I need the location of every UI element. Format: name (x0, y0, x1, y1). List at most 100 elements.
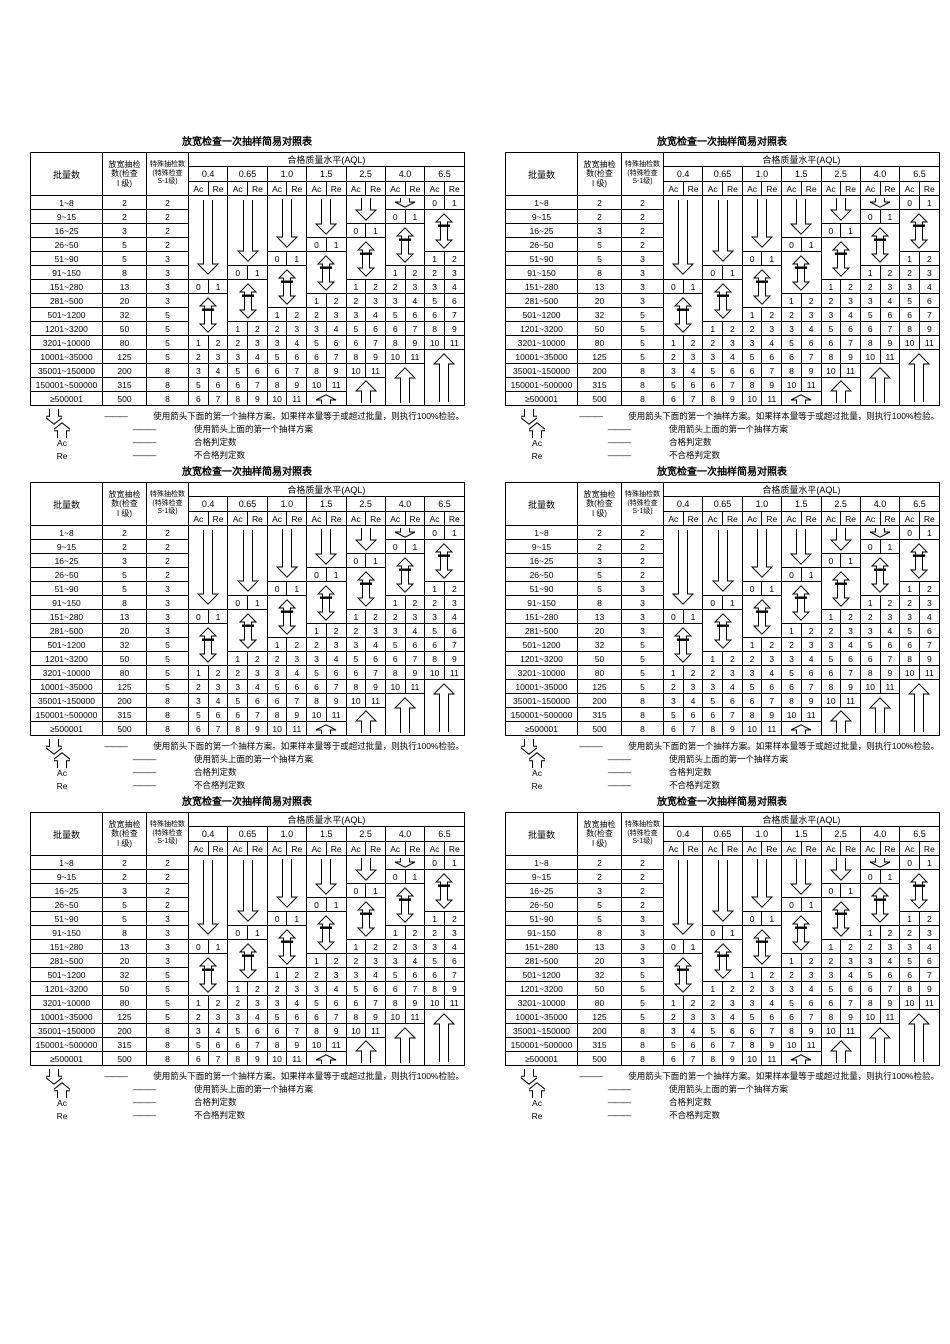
ac-value-cell: 1 (384, 595, 406, 610)
lot-cell: 16~25 (30, 883, 103, 898)
re-value-cell: 7 (800, 349, 822, 364)
re-value-cell: 7 (761, 693, 783, 708)
ac-value-cell: 8 (384, 665, 406, 680)
ac-value-cell: 1 (702, 321, 724, 336)
down-arrow-cell (702, 195, 743, 266)
ac-value-cell: 1 (859, 925, 881, 940)
table-row: 1~8 2 2 0 1 (30, 525, 465, 610)
legend-text: 使用箭头上面的第一个抽样方案 (194, 754, 314, 764)
lot-cell: 501~1200 (30, 637, 103, 652)
double-arrow-cell (384, 223, 426, 266)
re-value-cell: 2 (325, 953, 347, 968)
special-n-cell: 2 (621, 195, 664, 210)
lot-cell: 51~90 (505, 581, 578, 596)
re-value-cell: 11 (761, 391, 783, 406)
table-row: 1201~3200 50 5 1 2 2 3 3 4 5 6 6 7 8 9 (505, 981, 940, 996)
special-n-cell: 2 (621, 539, 664, 554)
ac-value-cell: 10 (424, 665, 445, 680)
double-arrow-icon (870, 886, 890, 923)
ac-value-cell: 10 (306, 377, 327, 392)
table-row: 281~500 20 3 1 2 2 3 3 4 5 6 (505, 293, 940, 336)
legend: ——— 使用箭头下面的第一个抽样方案。如果样本量等于或超过批量，则执行100%检验… (505, 738, 939, 792)
ac-value-cell: 8 (384, 335, 406, 350)
relaxed-n-cell: 315 (102, 377, 147, 392)
relaxed-n-cell: 200 (102, 693, 147, 708)
special-n-cell: 3 (621, 623, 664, 638)
re-value-cell: 9 (761, 1037, 783, 1052)
legend-text: 合格判定数 (669, 767, 712, 777)
ac-value-cell: 3 (266, 995, 288, 1010)
special-n-cell: 2 (621, 567, 664, 582)
ac-value-cell: 1 (266, 967, 288, 982)
re-value-cell: 2 (286, 637, 308, 652)
ac-header: Ac (859, 181, 881, 196)
aql-level-header: 2.5 (345, 166, 386, 182)
re-value-cell: 7 (443, 637, 465, 652)
legend-separator: ——— (132, 1097, 157, 1107)
down-arrow-cell (384, 525, 426, 540)
re-header: Re (247, 511, 268, 526)
relaxed-n-cell: 2 (102, 855, 147, 870)
ac-value-cell: 6 (820, 665, 842, 680)
re-value-cell: 7 (207, 391, 229, 406)
ac-value-cell: 0 (741, 581, 763, 596)
special-n-cell: 8 (146, 721, 189, 736)
lot-cell: 1~8 (505, 855, 578, 870)
re-value-cell: 4 (247, 679, 268, 694)
ac-value-cell: 2 (899, 595, 920, 610)
down-arrow-icon (750, 529, 774, 578)
ac-value-cell: 8 (345, 349, 367, 364)
table-row: 16~25 3 2 0 1 (30, 223, 465, 266)
double-arrow-icon (199, 626, 218, 663)
re-header: Re (365, 511, 386, 526)
ac-value-cell: 6 (384, 651, 406, 666)
down-arrow-icon (521, 1068, 538, 1085)
relaxed-n-cell: 32 (577, 307, 622, 322)
ac-value-cell: 6 (384, 981, 406, 996)
re-value-cell: 7 (365, 995, 386, 1010)
up-arrow-icon (433, 1013, 456, 1062)
down-arrow-icon (394, 197, 416, 208)
relaxed-n-cell: 80 (577, 995, 622, 1010)
ac-value-cell: 5 (741, 679, 763, 694)
table-title: 放宽检查一次抽样简易对照表 (657, 797, 787, 808)
double-arrow-cell (859, 223, 901, 266)
ac-value-cell: 8 (424, 651, 445, 666)
ac-value-cell: 6 (266, 363, 288, 378)
aql-level-header: 0.65 (227, 166, 268, 182)
relaxed-n-cell: 3 (577, 883, 622, 898)
table-row: 150001~500000 315 8 5 6 6 7 8 9 10 11 (505, 377, 940, 406)
sampling-table-block-2: 放宽检查一次抽样简易对照表 批量数 放宽抽检 数(检查 I 级) 特殊抽检数 (特殊检查 S-… (505, 137, 940, 462)
double-arrow-icon (395, 886, 415, 923)
re-value-cell: 6 (761, 679, 783, 694)
ac-value-cell: 3 (306, 981, 327, 996)
ac-value-cell: 3 (345, 307, 367, 322)
re-header: Re (682, 841, 704, 856)
relaxed-n-cell: 125 (577, 679, 622, 694)
table-row: 91~150 8 3 0 1 1 2 2 3 (30, 925, 465, 968)
re-value-cell: 11 (840, 693, 861, 708)
re-value-cell: 1 (325, 897, 347, 912)
up-arrow-cell (899, 349, 940, 406)
re-value-cell: 6 (443, 953, 465, 968)
ac-value-cell: 0 (306, 897, 327, 912)
re-value-cell: 3 (682, 349, 704, 364)
double-arrow-cell (424, 869, 465, 912)
double-arrow-icon (395, 226, 415, 263)
legend-text: 使用箭头上面的第一个抽样方案 (669, 754, 789, 764)
re-value-cell: 3 (879, 609, 901, 624)
re-value-cell: 4 (404, 953, 426, 968)
up-arrow-cell (384, 363, 426, 406)
relaxed-n-cell: 80 (577, 335, 622, 350)
legend-symbol (30, 738, 78, 755)
re-value-cell: 6 (404, 637, 426, 652)
ac-value-cell: 8 (702, 1051, 724, 1066)
legend-row: ——— 使用箭头下面的第一个抽样方案。如果样本量等于或超过批量，则执行100%检验… (30, 408, 464, 425)
re-header: Re (207, 841, 229, 856)
ac-value-cell: 2 (188, 349, 209, 364)
legend-row: ——— 使用箭头上面的第一个抽样方案 (30, 751, 464, 768)
ac-value-cell: 6 (663, 391, 684, 406)
ac-value-cell: 2 (266, 981, 288, 996)
double-arrow-icon (910, 212, 929, 249)
re-value-cell: 6 (840, 981, 861, 996)
